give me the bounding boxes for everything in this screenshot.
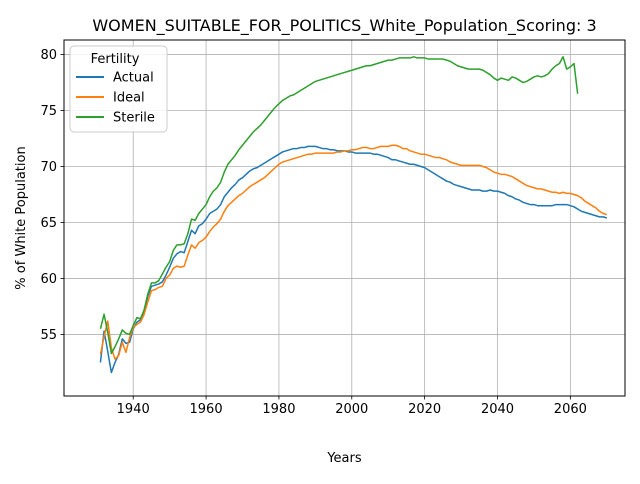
legend-box [69, 45, 168, 133]
x-tick-label: 2020 [408, 402, 441, 417]
y-tick-label: 70 [40, 160, 57, 175]
legend-label-ideal: Ideal [113, 91, 145, 106]
x-tick-label: 2040 [481, 402, 514, 417]
y-tick-label: 55 [40, 328, 57, 343]
chart-title: WOMEN_SUITABLE_FOR_POLITICS_White_Popula… [92, 16, 596, 36]
y-tick-label: 80 [40, 48, 57, 63]
plot-frame [63, 39, 626, 397]
y-axis-label: % of White Population [14, 146, 29, 289]
x-tick-label: 1960 [190, 402, 223, 417]
x-tick-label: 2000 [335, 402, 368, 417]
series-line-ideal [99, 144, 608, 360]
y-tick-label: 65 [40, 216, 57, 231]
y-tick-label: 75 [40, 104, 57, 119]
legend-label-actual: Actual [113, 71, 154, 86]
x-tick-label: 1940 [117, 402, 150, 417]
legend-title: Fertility [91, 52, 140, 67]
x-tick-label: 2060 [554, 402, 587, 417]
legend: Fertility Actual Ideal Sterile [69, 45, 168, 133]
series-line-sterile [99, 56, 579, 355]
y-tick-label: 60 [40, 272, 57, 287]
x-axis-label: Years [326, 451, 362, 466]
series-lines [99, 56, 608, 374]
series-line-actual [99, 145, 608, 374]
legend-label-sterile: Sterile [113, 111, 155, 126]
x-tick-label: 1980 [262, 402, 295, 417]
axis-ticks: 1940 1960 1980 2000 2020 2040 2060 55 60 65 70 75 80 [40, 48, 586, 417]
